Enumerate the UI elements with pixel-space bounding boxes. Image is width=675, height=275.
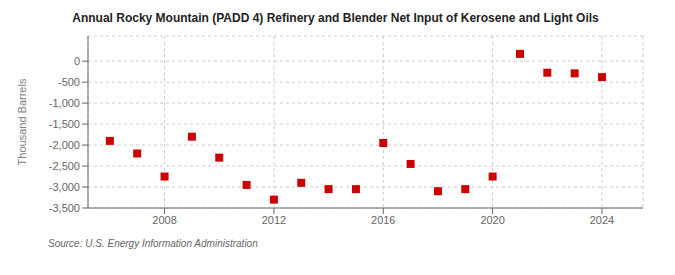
html-text:Annual Rocky Mountain (PADD 4): Annual Rocky Mountain (PADD 4) Refinery … [72, 11, 599, 25]
svg-text:-500: -500 [58, 76, 80, 88]
svg-text:2020: 2020 [480, 214, 504, 226]
svg-text:Thousand Barrels: Thousand Barrels [16, 78, 28, 165]
svg-text:0: 0 [74, 55, 80, 67]
svg-text:-3,500: -3,500 [49, 202, 80, 214]
svg-text:-1,000: -1,000 [49, 97, 80, 109]
svg-text:2016: 2016 [371, 214, 395, 226]
svg-text:2024: 2024 [590, 214, 614, 226]
svg-text:-2,500: -2,500 [49, 160, 80, 172]
svg-text:-2,000: -2,000 [49, 139, 80, 151]
svg-text:-1,500: -1,500 [49, 118, 80, 130]
html-text:Source: U.S. Energy Informatio: Source: U.S. Energy Information Administ… [48, 238, 258, 249]
svg-text:2008: 2008 [152, 214, 176, 226]
svg-text:-3,000: -3,000 [49, 181, 80, 193]
svg-text:2012: 2012 [262, 214, 286, 226]
